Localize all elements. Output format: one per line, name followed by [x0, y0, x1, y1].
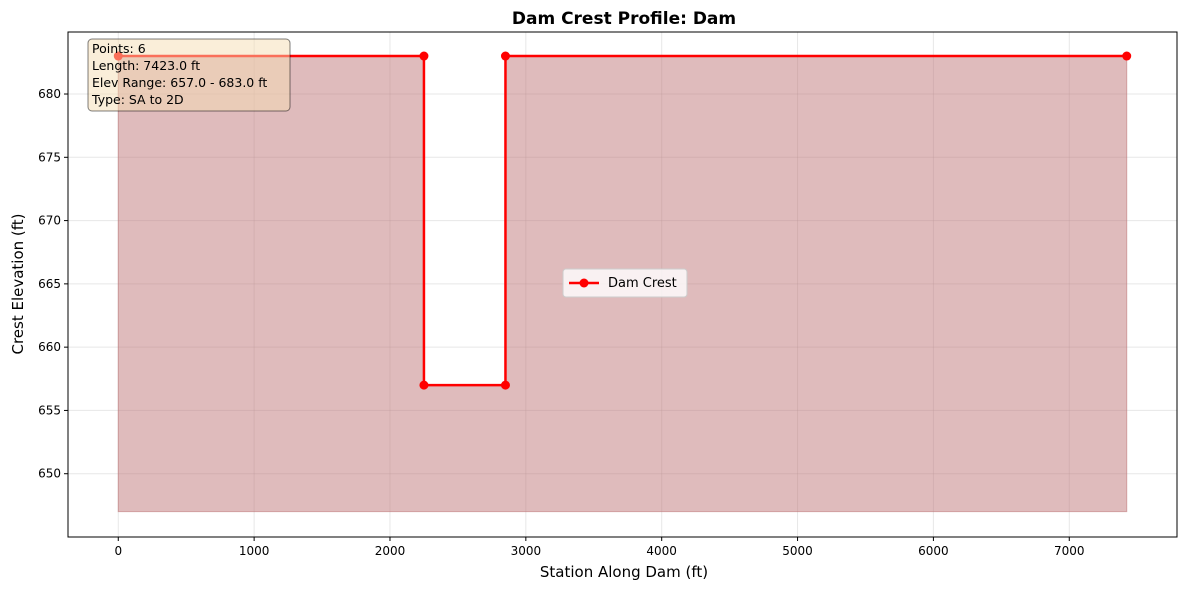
legend-label-dam-crest: Dam Crest — [608, 276, 677, 291]
info-points: Points: 6 — [92, 41, 146, 56]
y-tick-label: 680 — [38, 87, 61, 101]
info-elev-range: Elev Range: 657.0 - 683.0 ft — [92, 75, 267, 90]
series-line-dam-crest — [118, 54, 1127, 387]
legend-marker-swatch — [579, 278, 589, 288]
ticks: 0 1000 2000 3000 4000 5000 6000 7000 650 655 660 66… — [38, 87, 1084, 558]
x-axis-label: Station Along Dam (ft) — [540, 563, 708, 581]
x-tick-label: 1000 — [239, 544, 270, 558]
y-tick-label: 675 — [38, 150, 61, 164]
info-type: Type: SA to 2D — [91, 92, 184, 107]
x-tick-label: 3000 — [511, 544, 542, 558]
y-tick-label: 655 — [38, 403, 61, 417]
info-box: Points: 6 Length: 7423.0 ft Elev Range: … — [87, 38, 291, 112]
x-tick-label: 6000 — [918, 544, 949, 558]
x-tick-label: 2000 — [375, 544, 406, 558]
x-tick-label: 5000 — [782, 544, 813, 558]
y-tick-label: 660 — [38, 340, 61, 354]
data-point-marker — [1122, 51, 1132, 61]
y-axis-label: Crest Elevation (ft) — [9, 213, 27, 354]
data-point-marker — [419, 51, 429, 61]
info-length: Length: 7423.0 ft — [92, 58, 200, 73]
y-tick-label: 650 — [38, 467, 61, 481]
legend: Dam Crest — [562, 268, 688, 298]
info-box-frame — [87, 38, 291, 112]
y-tick-label: 665 — [38, 277, 61, 291]
chart-title: Dam Crest Profile: Dam — [512, 9, 736, 29]
x-tick-label: 0 — [114, 544, 122, 558]
plot-frame — [67, 31, 1178, 538]
x-tick-label: 7000 — [1054, 544, 1085, 558]
data-point-marker — [500, 51, 510, 61]
data-point-marker — [419, 380, 429, 390]
y-tick-label: 670 — [38, 214, 61, 228]
data-point-marker — [500, 380, 510, 390]
legend-frame — [562, 268, 688, 298]
x-tick-label: 4000 — [646, 544, 677, 558]
